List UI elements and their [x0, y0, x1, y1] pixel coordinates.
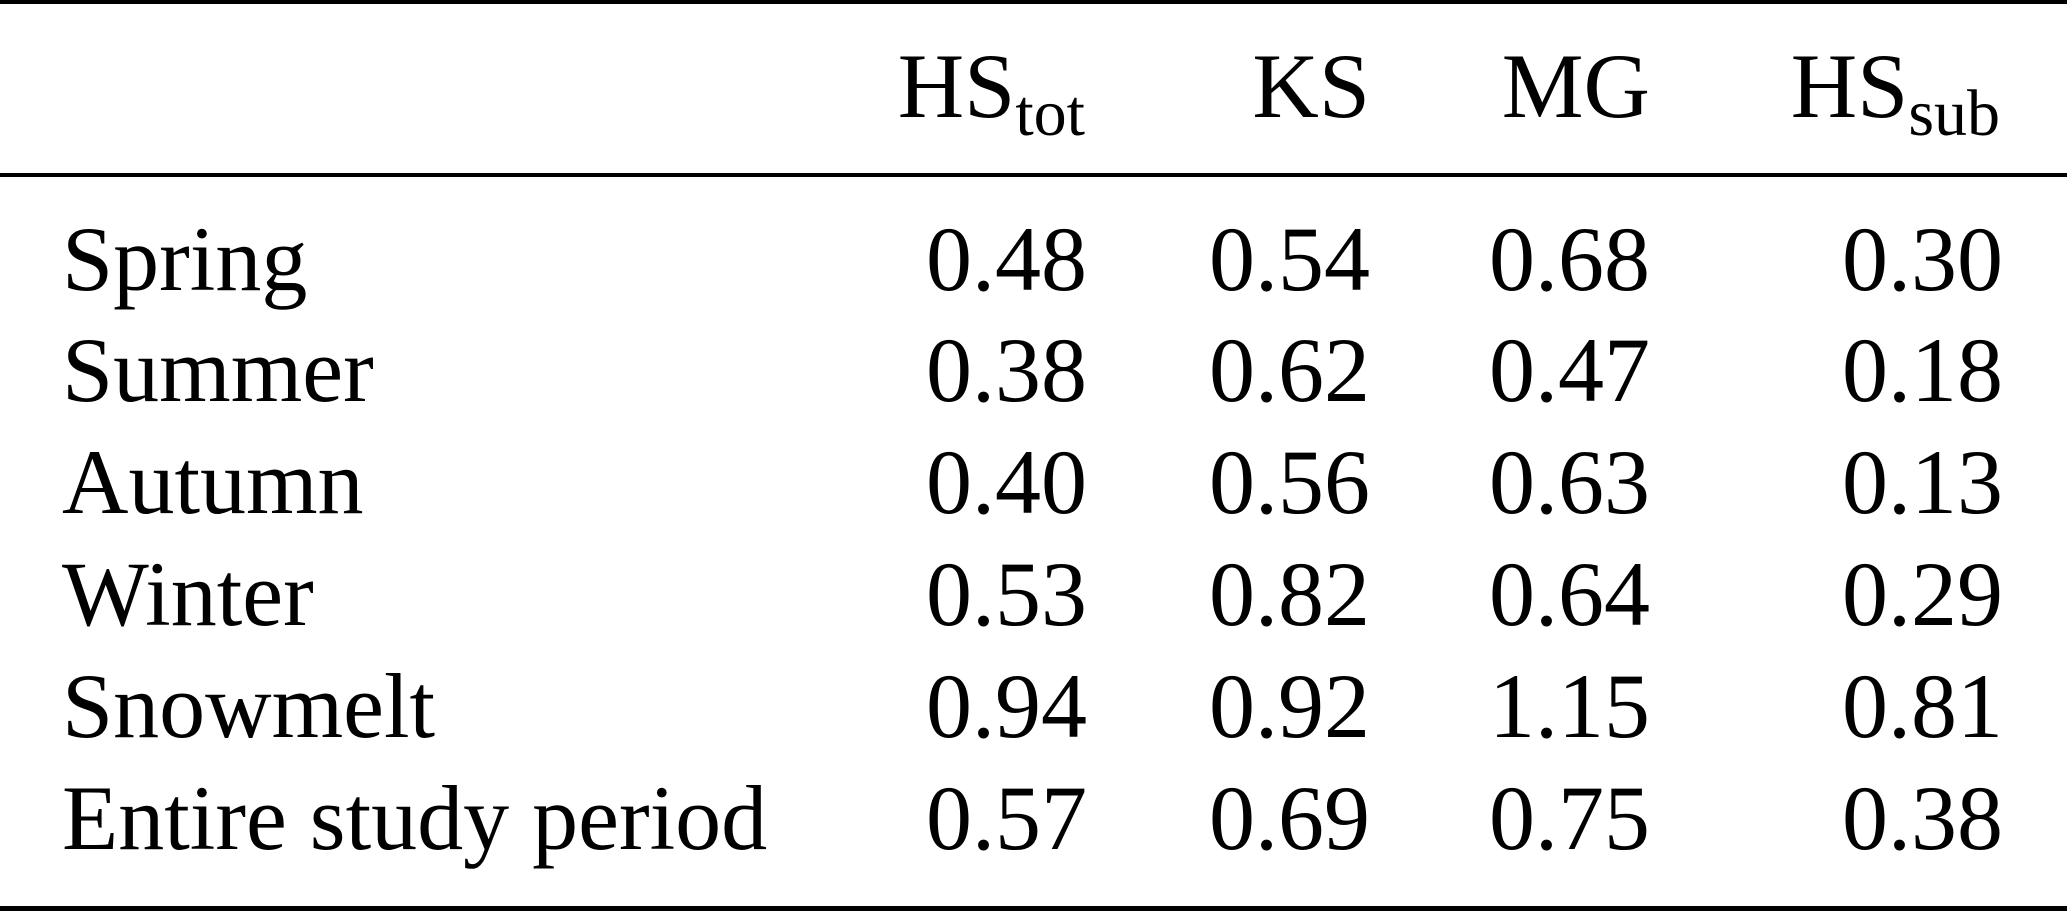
table-cell: 0.69	[1209, 767, 1370, 869]
table-cell: 0.47	[1489, 319, 1650, 421]
row-label-snowmelt: Snowmelt	[62, 655, 436, 757]
table-cell: 0.63	[1489, 431, 1650, 533]
table-cell: 0.40	[926, 431, 1087, 533]
row-label-entire-study-period: Entire study period	[62, 767, 768, 869]
column-header-mg: MG	[1501, 35, 1650, 137]
table-cell: 0.82	[1209, 543, 1370, 645]
table-cell: 1.15	[1489, 655, 1650, 757]
table-cell: 0.18	[1842, 319, 2003, 421]
table-cell: 0.13	[1842, 431, 2003, 533]
table-cell: 0.62	[1209, 319, 1370, 421]
table-cell: 0.75	[1489, 767, 1650, 869]
row-label-spring: Spring	[62, 208, 308, 310]
table-cell: 0.30	[1842, 208, 2003, 310]
row-label-autumn: Autumn	[62, 431, 364, 533]
row-label-winter: Winter	[62, 543, 314, 645]
table-cell: 0.94	[926, 655, 1087, 757]
table-cell: 0.56	[1209, 431, 1370, 533]
table-cell: 0.38	[926, 319, 1087, 421]
table-cell: 0.64	[1489, 543, 1650, 645]
column-header-ks: KS	[1252, 35, 1370, 137]
table-cell: 0.53	[926, 543, 1087, 645]
column-header-hs-sub: HSsub	[1790, 35, 2000, 150]
table-cell: 0.54	[1209, 208, 1370, 310]
table-cell: 0.81	[1842, 655, 2003, 757]
top-rule	[0, 0, 2067, 4]
table-cell: 0.68	[1489, 208, 1650, 310]
table-cell: 0.48	[926, 208, 1087, 310]
table-cell: 0.38	[1842, 767, 2003, 869]
table-cell: 0.57	[926, 767, 1087, 869]
header-rule	[0, 173, 2067, 177]
row-label-summer: Summer	[62, 319, 374, 421]
table-cell: 0.29	[1842, 543, 2003, 645]
table-cell: 0.92	[1209, 655, 1370, 757]
bottom-rule	[0, 906, 2067, 911]
column-header-hs-tot: HStot	[897, 35, 1085, 150]
